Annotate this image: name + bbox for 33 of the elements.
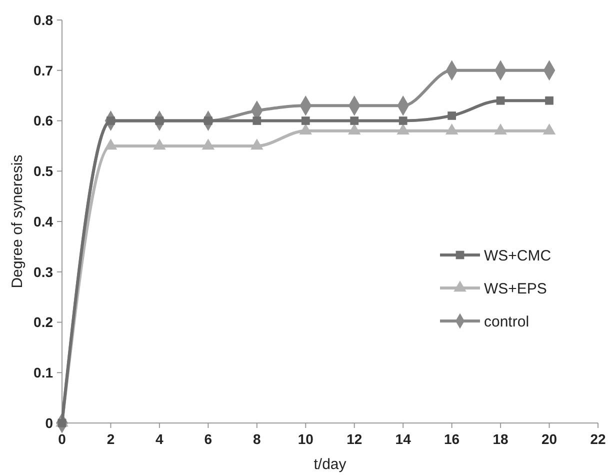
x-tick-label: 16 <box>444 431 460 447</box>
x-tick-label: 22 <box>590 431 606 447</box>
legend-label: control <box>484 313 530 330</box>
legend-label: WS+EPS <box>484 280 547 298</box>
y-tick-label: 0.5 <box>34 163 54 180</box>
y-tick-label: 0.2 <box>34 314 54 330</box>
y-axis-title: Degree of syneresis <box>9 154 26 288</box>
y-tick-label: 0.7 <box>34 62 54 78</box>
y-tick-label: 0.6 <box>34 112 54 129</box>
x-tick-label: 6 <box>204 431 212 447</box>
y-tick-label: 0.1 <box>34 364 54 381</box>
point <box>398 116 408 125</box>
x-tick-label: 8 <box>253 431 262 447</box>
x-tick-label: 0 <box>58 431 66 447</box>
x-tick-label: 12 <box>346 431 362 447</box>
x-tick-label: 14 <box>395 431 412 447</box>
point <box>496 96 505 105</box>
x-tick-label: 20 <box>541 431 558 447</box>
point <box>252 116 262 125</box>
x-tick-label: 10 <box>298 431 314 447</box>
point <box>448 112 456 120</box>
x-tick-label: 2 <box>106 431 115 447</box>
point <box>545 96 554 105</box>
y-tick-label: 0.3 <box>34 264 54 280</box>
y-tick-label: 0.4 <box>34 213 54 230</box>
point <box>301 116 310 125</box>
legend-label: WS+CMC <box>484 247 552 264</box>
y-tick-label: 0 <box>45 414 54 431</box>
x-tick-label: 4 <box>156 431 164 447</box>
point <box>350 116 359 125</box>
x-tick-label: 18 <box>492 431 509 447</box>
x-axis-title: t/day <box>314 456 347 473</box>
y-tick-label: 0.8 <box>34 12 54 28</box>
